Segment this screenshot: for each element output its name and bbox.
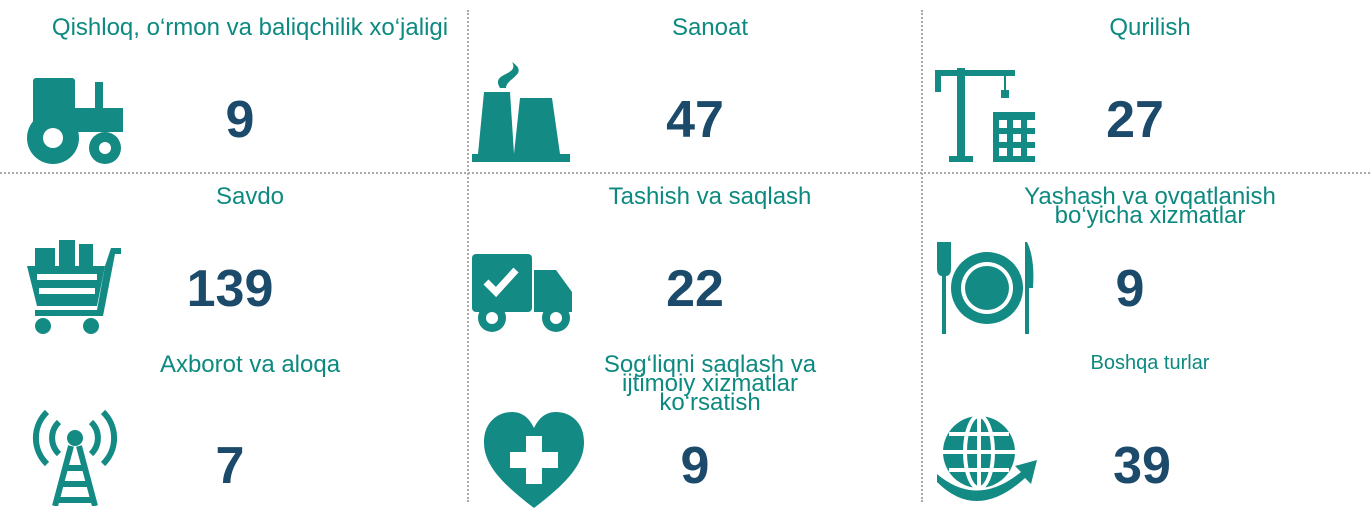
sector-label: Tashish va saqlash <box>608 183 812 210</box>
cart-icon <box>27 240 121 334</box>
sector-count: 47 <box>666 91 724 149</box>
sector-count: 39 <box>1113 437 1171 495</box>
sector-label: Yashash va ovqatlanish bo‘yicha xizmatla… <box>1024 183 1276 230</box>
factory-icon <box>472 62 570 162</box>
sector-label: Boshqa turlar <box>1090 352 1210 374</box>
health-icon <box>484 412 584 508</box>
sector-count: 9 <box>225 91 255 149</box>
sector-label: Savdo <box>215 183 285 210</box>
divider <box>0 172 1370 174</box>
dining-icon <box>937 242 1034 334</box>
truck-icon <box>472 254 572 332</box>
antenna-icon <box>32 409 118 506</box>
sector-label: Axborot va aloqa <box>159 351 341 378</box>
sector-count: 7 <box>215 437 245 495</box>
divider <box>467 10 469 502</box>
crane-icon <box>935 68 1035 162</box>
tractor-icon <box>27 78 123 164</box>
sector-count: 9 <box>1115 260 1145 318</box>
globe-icon <box>937 414 1037 502</box>
sector-label: Qurilish <box>1109 14 1191 41</box>
sector-label: Qishloq, o‘rmon va baliqchilik xo‘jaligi <box>51 14 449 41</box>
divider <box>921 10 923 502</box>
sector-count: 22 <box>666 260 724 318</box>
sector-count: 139 <box>186 260 274 318</box>
sector-label: Sog‘liqni saqlash va ijtimoiy xizmatlar … <box>603 351 817 417</box>
sector-count: 9 <box>680 437 710 495</box>
sector-label: Sanoat <box>671 14 749 41</box>
sector-count: 27 <box>1106 91 1164 149</box>
